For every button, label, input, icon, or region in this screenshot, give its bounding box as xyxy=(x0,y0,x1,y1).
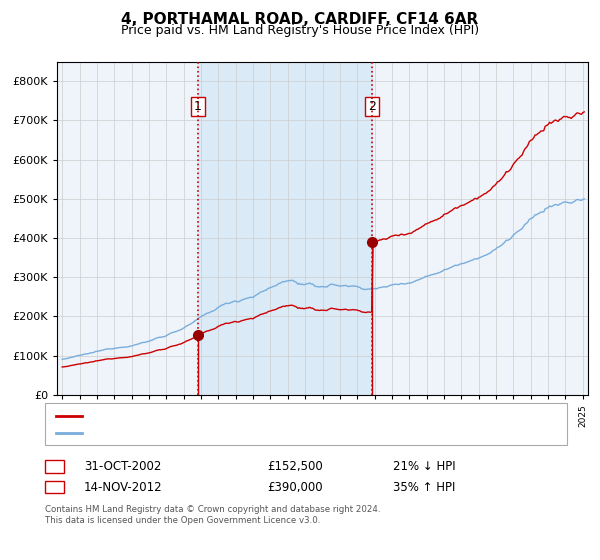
Text: 2: 2 xyxy=(368,100,376,113)
Text: Contains HM Land Registry data © Crown copyright and database right 2024.
This d: Contains HM Land Registry data © Crown c… xyxy=(45,505,380,525)
Text: 31-OCT-2002: 31-OCT-2002 xyxy=(84,460,161,473)
Text: 2: 2 xyxy=(51,480,58,494)
Text: Price paid vs. HM Land Registry's House Price Index (HPI): Price paid vs. HM Land Registry's House … xyxy=(121,24,479,37)
Text: 14-NOV-2012: 14-NOV-2012 xyxy=(84,480,163,494)
Text: 4, PORTHAMAL ROAD, CARDIFF, CF14 6AR: 4, PORTHAMAL ROAD, CARDIFF, CF14 6AR xyxy=(121,12,479,27)
Text: 1: 1 xyxy=(194,100,202,113)
Text: HPI: Average price, detached house, Cardiff: HPI: Average price, detached house, Card… xyxy=(88,428,316,438)
Text: £152,500: £152,500 xyxy=(267,460,323,473)
Text: 21% ↓ HPI: 21% ↓ HPI xyxy=(393,460,455,473)
Text: 1: 1 xyxy=(51,460,58,473)
Bar xyxy=(198,62,373,395)
Text: £390,000: £390,000 xyxy=(267,480,323,494)
Text: 4, PORTHAMAL ROAD, CARDIFF, CF14 6AR (detached house): 4, PORTHAMAL ROAD, CARDIFF, CF14 6AR (de… xyxy=(88,411,402,421)
Text: 35% ↑ HPI: 35% ↑ HPI xyxy=(393,480,455,494)
